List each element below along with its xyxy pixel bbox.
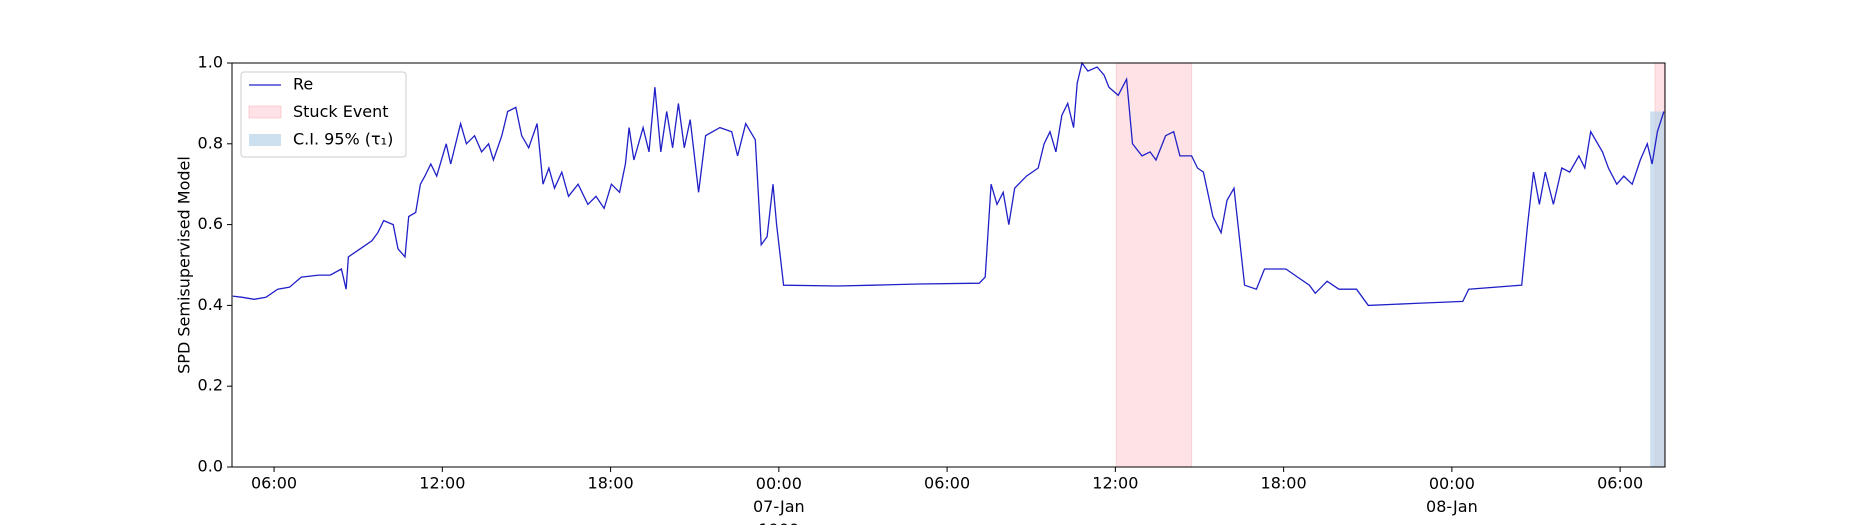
x-tick-label: 00:00 08-Jan <box>1426 474 1478 516</box>
x-tick-label: 06:00 <box>251 474 297 493</box>
x-tick-label: 18:00 <box>588 474 634 493</box>
x-tick-label: 18:00 <box>1261 474 1307 493</box>
x-tick-label: 06:00 <box>1597 474 1643 493</box>
y-tick-label: 0.2 <box>198 376 223 395</box>
legend-swatch <box>248 105 282 119</box>
y-tick-label: 1.0 <box>198 53 223 72</box>
legend-box <box>240 71 407 158</box>
plot-frame <box>231 62 1666 468</box>
legend-label: Re <box>293 75 313 94</box>
x-tick-label: 06:00 <box>924 474 970 493</box>
stuck-event-span <box>1115 62 1193 468</box>
legend: Re Stuck Event C.I. 95% (τ₁) <box>240 71 407 158</box>
y-tick-label: 0.6 <box>198 214 223 233</box>
line-series <box>232 61 1665 307</box>
confidence-interval <box>1650 111 1665 467</box>
y-tick-label: 0.8 <box>198 133 223 152</box>
legend-label: Stuck Event <box>293 102 389 121</box>
legend-label: C.I. 95% (τ₁) <box>293 130 393 149</box>
x-tick-label: 12:00 <box>1092 474 1138 493</box>
y-axis-label: SPD Semisupervised Model <box>175 156 194 374</box>
x-tick-label: 12:00 <box>419 474 465 493</box>
legend-swatch <box>249 134 281 146</box>
y-tick-label: 0.0 <box>198 457 223 476</box>
y-tick-label: 0.4 <box>198 295 223 314</box>
